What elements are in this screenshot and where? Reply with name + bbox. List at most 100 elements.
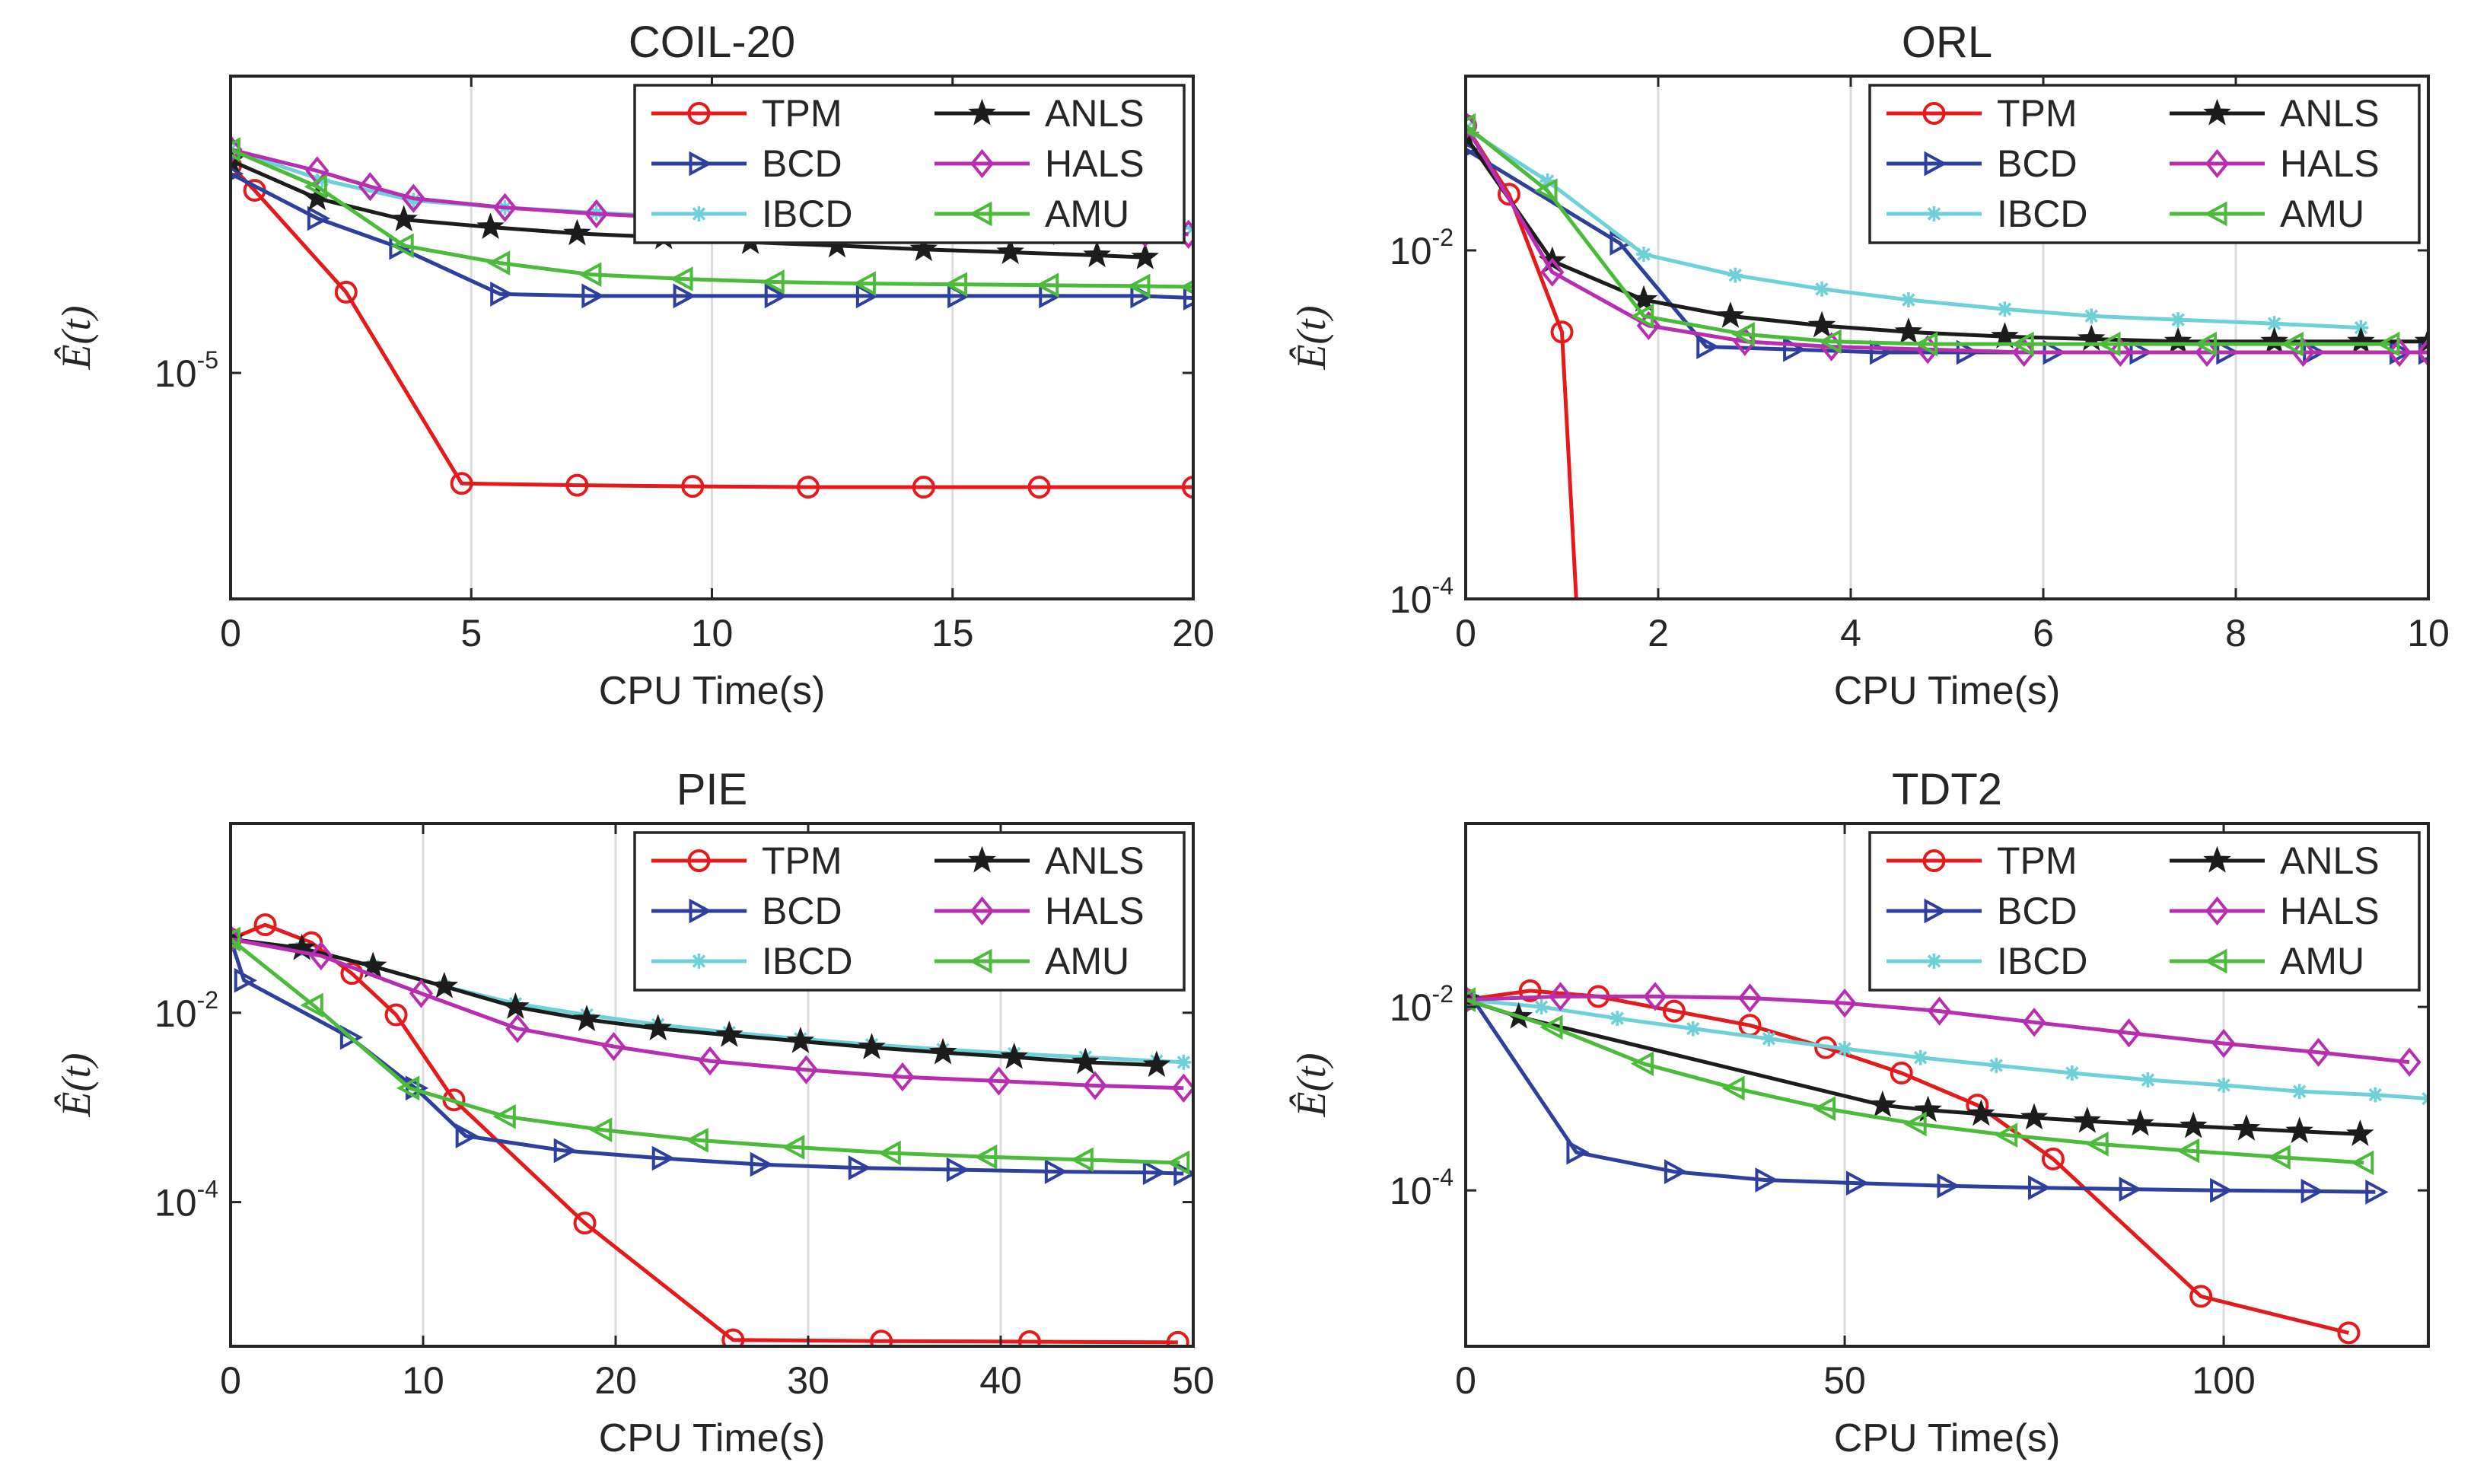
data-point-anls	[2232, 1114, 2261, 1141]
data-point-hals	[1737, 983, 1762, 1013]
legend-marker	[2203, 845, 2231, 873]
data-point-anls	[2347, 326, 2375, 354]
data-point-hals	[2116, 1018, 2141, 1048]
axes-frame	[1464, 822, 2430, 1348]
data-point-hals	[409, 979, 434, 1008]
data-point-anls	[2073, 1106, 2101, 1133]
series-line-hals	[231, 937, 1184, 1091]
legend: TPM ANLS BCD HALS IBCD AMU	[633, 84, 1186, 244]
data-point-tpm	[1182, 476, 1193, 499]
legend-item-anls: ANLS	[2170, 839, 2380, 882]
data-point-hals	[1083, 1071, 1107, 1100]
x-tick-label: 10	[691, 612, 734, 654]
data-point-amu	[2176, 1138, 2200, 1164]
series-line-anls	[1466, 998, 2361, 1136]
data-point-amu	[1721, 1075, 1745, 1101]
legend-label: BCD	[1997, 142, 2078, 185]
legend-item-hals: HALS	[2170, 142, 2380, 185]
y-axis-label: Ê(t)	[53, 1053, 99, 1118]
data-point-ibcd	[1176, 1054, 1192, 1070]
data-point-amu	[2267, 1145, 2291, 1170]
data-point-anls	[1131, 243, 1159, 269]
data-point-amu	[685, 1127, 708, 1153]
data-point-tpm	[450, 472, 473, 495]
legend-marker	[2205, 896, 2230, 926]
x-tick-label: 6	[2033, 612, 2054, 654]
data-point-hals	[601, 1031, 626, 1062]
data-point-amu	[2351, 1150, 2374, 1176]
data-point-tpm	[1497, 183, 1520, 206]
data-point-anls	[359, 951, 387, 979]
data-point-hals	[890, 1062, 915, 1092]
legend-item-ibcd: IBCD	[651, 940, 852, 982]
data-point-amu	[1812, 1096, 1836, 1122]
data-point-bcd	[2300, 1178, 2324, 1204]
data-point-tpm	[2337, 1321, 2361, 1345]
data-point-amu	[1070, 1147, 1094, 1173]
data-point-tpm	[1568, 628, 1588, 648]
data-point-ibcd	[1761, 1030, 1777, 1046]
data-point-tpm	[797, 476, 820, 499]
x-tick-label: 4	[1840, 612, 1861, 654]
data-point-hals	[492, 193, 517, 222]
data-point-hals	[305, 156, 330, 186]
legend-marker	[691, 954, 707, 969]
data-point-ibcd	[1636, 247, 1652, 263]
data-point-tpm	[912, 476, 935, 499]
legend-item-hals: HALS	[935, 142, 1145, 185]
data-point-ibcd	[1900, 292, 1916, 308]
data-point-anls	[858, 1033, 886, 1059]
data-point-amu	[300, 992, 323, 1018]
data-point-anls	[1967, 1099, 1995, 1126]
data-point-amu	[1466, 987, 1476, 1012]
series-line-ibcd	[1466, 998, 2428, 1101]
chart-pie: 0 10 20 30 40 50 10-4 10-2 PIE CPU Time(s) Ê(t) TPM…	[53, 765, 1215, 1460]
data-point-tpm	[2041, 1147, 2065, 1170]
data-point-anls	[1142, 1050, 1171, 1078]
data-point-bcd	[1696, 334, 1720, 359]
legend-marker	[691, 206, 707, 221]
legend-item-tpm: TPM	[651, 92, 842, 135]
data-point-hals	[2291, 337, 2316, 368]
data-point-bcd	[750, 1151, 773, 1177]
data-point-ibcd	[1539, 173, 1555, 189]
legend-marker	[2204, 201, 2227, 227]
data-point-anls	[1083, 240, 1111, 268]
legend-label: AMU	[2280, 193, 2364, 235]
x-axis-label: CPU Time(s)	[1834, 1416, 2061, 1460]
legend-marker	[1922, 849, 1946, 872]
series-line-anls	[231, 937, 1157, 1068]
legend-marker	[970, 148, 995, 179]
data-point-tpm	[1662, 999, 1686, 1023]
legend-label: IBCD	[762, 193, 852, 235]
data-point-bcd	[455, 1123, 479, 1148]
y-tick-label: 10-4	[154, 1176, 218, 1224]
x-axis-label: CPU Time(s)	[599, 1416, 826, 1460]
y-axis-label: Ê(t)	[53, 306, 99, 371]
x-tick-label: 40	[979, 1359, 1022, 1402]
data-point-tpm	[1890, 1062, 1913, 1085]
data-point-hals	[1548, 982, 1573, 1011]
legend-marker	[2205, 148, 2230, 179]
x-axis-label: CPU Time(s)	[1834, 669, 2061, 713]
data-point-anls	[2346, 1119, 2374, 1146]
data-point-bcd	[651, 1145, 675, 1171]
series-line-bcd	[231, 171, 1193, 300]
data-point-hals	[1643, 982, 1667, 1011]
chart-tdt2: 0 50 100 10-4 10-2 TDT2 CPU Time(s) Ê(t) TPM ANLS…	[1288, 765, 2430, 1460]
data-point-anls	[1629, 285, 1658, 312]
data-point-amu	[492, 1103, 516, 1129]
legend-marker	[969, 201, 992, 227]
data-point-anls	[1807, 310, 1836, 338]
data-point-hals	[986, 1066, 1011, 1096]
x-tick-label: 0	[1455, 1359, 1476, 1402]
data-point-hals	[584, 199, 609, 229]
legend-label: AMU	[2280, 940, 2364, 982]
data-point-anls	[430, 971, 459, 998]
data-point-bcd	[1845, 1170, 1870, 1196]
data-point-anls	[786, 1026, 815, 1053]
data-point-hals	[2397, 1047, 2421, 1077]
data-point-bcd	[2028, 1175, 2052, 1201]
data-point-anls	[2285, 1116, 2313, 1144]
legend-item-amu: AMU	[2170, 940, 2364, 982]
